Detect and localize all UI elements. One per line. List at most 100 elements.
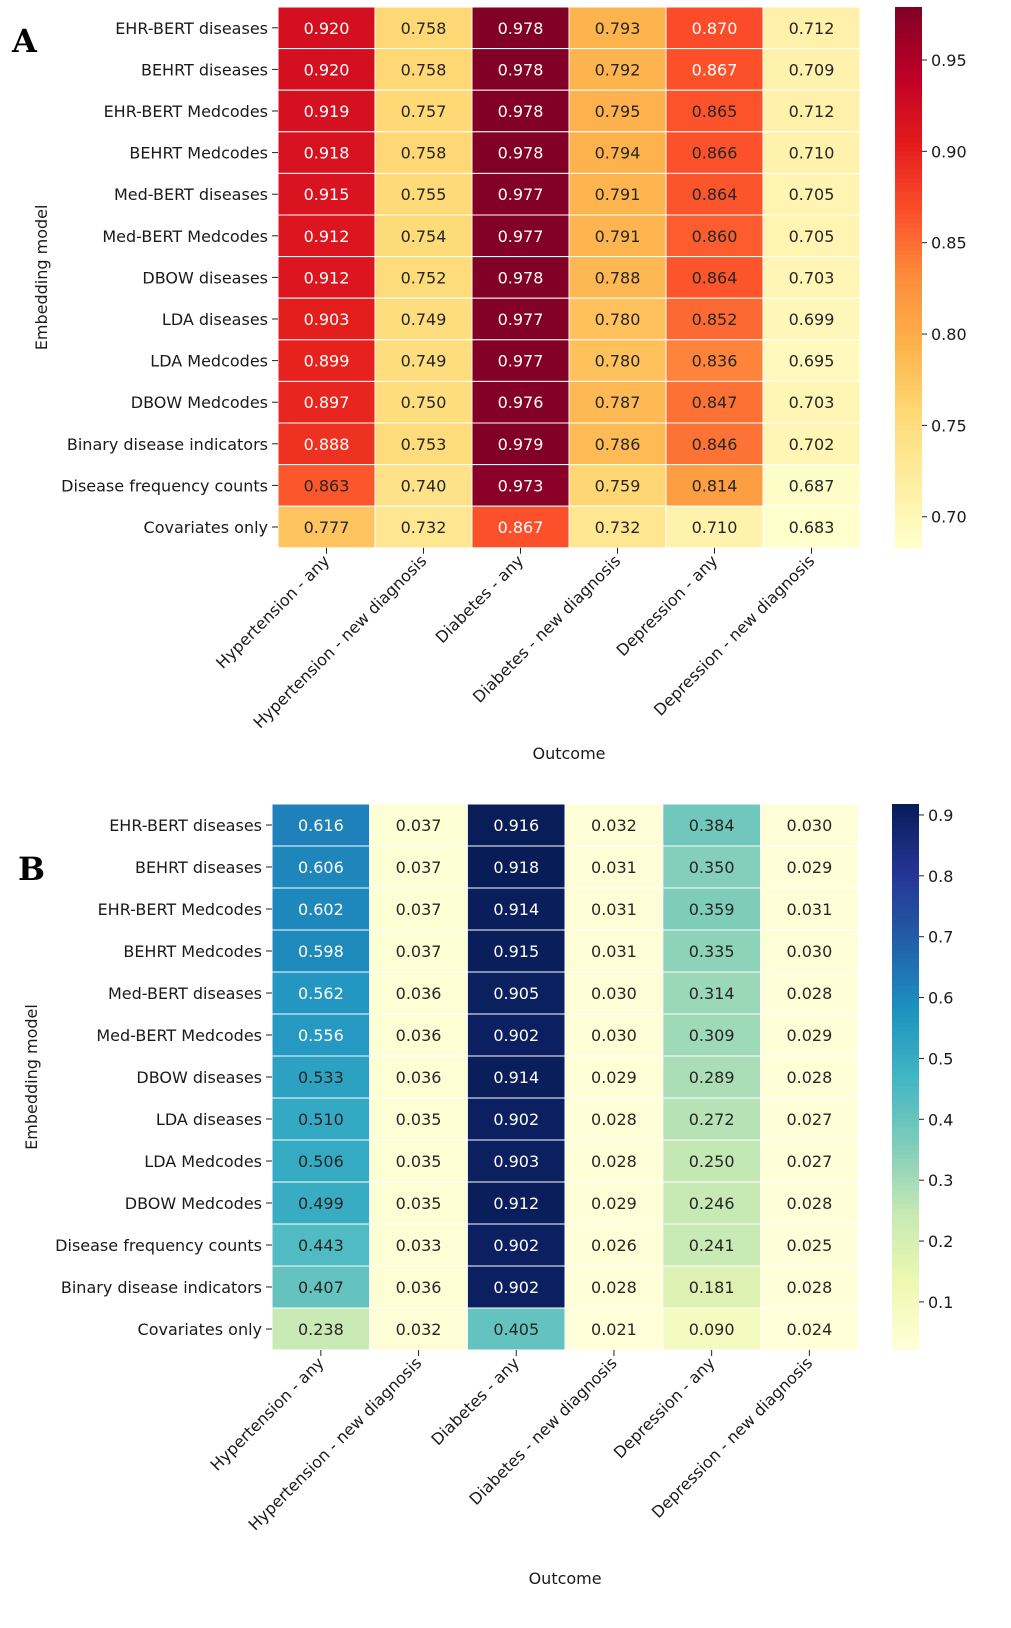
panel-a-cell — [665, 505, 764, 549]
panel-a-cell-label: 0.860 — [692, 227, 738, 246]
panel-b-cell-label: 0.028 — [786, 984, 832, 1003]
panel-b-cell-label: 0.036 — [396, 1278, 442, 1297]
panel-b-colorbar-segment — [892, 1168, 919, 1174]
panel-b-cell-label: 0.335 — [689, 942, 735, 961]
panel-b-colorbar-tick-label: 0.9 — [928, 806, 953, 825]
panel-b-colorbar-tick-label: 0.2 — [928, 1232, 953, 1251]
panel-a-cell — [277, 131, 376, 174]
panel-b-cell-label: 0.035 — [396, 1110, 442, 1129]
panel-a-colorbar-segment — [895, 390, 922, 396]
panel-b-colorbar-segment — [892, 822, 919, 828]
panel-a-colorbar-segment — [895, 372, 922, 378]
panel-b-cell-label: 0.606 — [298, 858, 344, 877]
panel-a-colorbar-segment — [895, 354, 922, 360]
panel-a-cell — [762, 256, 861, 299]
panel-b-colorbar-segment — [892, 881, 919, 887]
panel-b-cell — [466, 1097, 566, 1141]
panel-b-cell — [564, 971, 664, 1015]
panel-b-colorbar-segment — [892, 1172, 919, 1178]
panel-b-colorbar-tick-label: 0.3 — [928, 1171, 953, 1190]
panel-b-colorbar-tick-label: 0.4 — [928, 1110, 953, 1129]
panel-b-cell — [760, 803, 859, 847]
panel-b-colorbar-segment — [892, 895, 919, 901]
panel-a-cell — [471, 339, 570, 382]
panel-b-heatmap: 0.616 0.037 0.916 0.032 0.384 0.030 0.606 0.037… — [22, 803, 953, 1588]
panel-a-cell — [471, 131, 570, 174]
panel-b-colorbar-segment — [892, 1072, 919, 1078]
panel-a-cell-label: 0.864 — [692, 185, 738, 204]
panel-b-cell-label: 0.031 — [591, 900, 637, 919]
panel-a-cell-label: 0.712 — [789, 19, 835, 38]
panel-a-cell-label: 0.977 — [498, 310, 544, 329]
panel-a-colorbar-segment — [895, 169, 922, 175]
panel-a-cell — [374, 89, 473, 133]
panel-b-colorbar-segment — [892, 1218, 919, 1224]
panel-a-colorbar-segment — [895, 448, 922, 454]
panel-b-cell — [369, 803, 468, 847]
panel-a-cell — [568, 256, 667, 299]
panel-b-x-tick-label: Hypertension - new diagnosis — [245, 1353, 426, 1534]
panel-b-colorbar-segment — [892, 1254, 919, 1260]
panel-b-colorbar-tick-label: 0.1 — [928, 1293, 953, 1312]
panel-a-colorbar-segment — [895, 493, 922, 499]
panel-a-colorbar-segment — [895, 74, 922, 80]
panel-a-colorbar-tick-label: 0.75 — [931, 416, 967, 435]
panel-a-cell-label: 0.749 — [401, 310, 447, 329]
panel-b-colorbar-segment — [892, 1336, 919, 1342]
panel-a-colorbar-segment — [895, 511, 922, 517]
panel-a-cell-label: 0.912 — [304, 227, 350, 246]
panel-b-colorbar-segment — [892, 1290, 919, 1296]
panel-b-cell-label: 0.902 — [493, 1110, 539, 1129]
panel-a-cell-label: 0.846 — [692, 435, 738, 454]
panel-a-colorbar-segment — [895, 471, 922, 477]
panel-b-colorbar-segment — [892, 1340, 919, 1347]
panel-b-y-tick-label: DBOW Medcodes — [125, 1194, 262, 1213]
panel-b-colorbar-segment — [892, 908, 919, 914]
panel-a-colorbar-segment — [895, 214, 922, 220]
panel-b-cell — [564, 803, 664, 847]
panel-b-cell — [662, 1013, 761, 1057]
panel-b-colorbar-segment — [892, 972, 919, 978]
panel-b-colorbar-segment — [892, 1145, 919, 1151]
panel-b-cell-label: 0.914 — [493, 900, 539, 919]
panel-b-cell-label: 0.029 — [591, 1068, 637, 1087]
panel-a-colorbar-segment — [895, 52, 922, 58]
panel-a-cell-label: 0.710 — [789, 144, 835, 163]
panel-a-cell-label: 0.867 — [498, 518, 544, 537]
panel-b-y-tick-label: EHR-BERT Medcodes — [98, 900, 262, 919]
panel-b-colorbar-segment — [892, 1213, 919, 1219]
panel-b-cell-label: 0.309 — [689, 1026, 735, 1045]
panel-a-cell-label: 0.687 — [789, 476, 835, 495]
panel-b-y-tick-label: BEHRT Medcodes — [123, 942, 262, 961]
panel-b-cell — [369, 887, 468, 931]
panel-a-colorbar-segment — [895, 245, 922, 251]
panel-a-colorbar-segment — [895, 304, 922, 310]
panel-b-cell — [760, 929, 859, 973]
panel-b-cell — [369, 1139, 468, 1183]
panel-a-cell-label: 0.791 — [595, 227, 641, 246]
panel-a-colorbar-segment — [895, 394, 922, 400]
panel-b-cell-label: 0.602 — [298, 900, 344, 919]
panel-b-cell — [271, 1265, 371, 1309]
panel-b-cell-label: 0.598 — [298, 942, 344, 961]
panel-a-colorbar-segment — [895, 376, 922, 382]
panel-b-colorbar-segment — [892, 867, 919, 873]
panel-a-colorbar-segment — [895, 475, 922, 481]
panel-b-colorbar-segment — [892, 963, 919, 969]
panel-a-colorbar-segment — [895, 345, 922, 351]
panel-a-colorbar-segment — [895, 439, 922, 445]
panel-a-cell — [762, 214, 861, 258]
panel-b-x-axis-title: Outcome — [529, 1569, 602, 1588]
panel-a-y-tick-label: EHR-BERT diseases — [115, 19, 268, 38]
panel-b-cell — [271, 971, 371, 1015]
panel-a-cell-label: 0.750 — [401, 393, 447, 412]
panel-b-cell-label: 0.028 — [786, 1278, 832, 1297]
panel-a-cell — [762, 505, 861, 549]
panel-a-colorbar-segment — [895, 11, 922, 17]
panel-a-cell-label: 0.920 — [304, 60, 350, 79]
panel-a-colorbar-segment — [895, 92, 922, 98]
panel-b-colorbar-segment — [892, 1327, 919, 1333]
panel-b-cell-label: 0.037 — [396, 816, 442, 835]
panel-a-cell — [762, 339, 861, 382]
panel-b-cell — [466, 1139, 566, 1183]
